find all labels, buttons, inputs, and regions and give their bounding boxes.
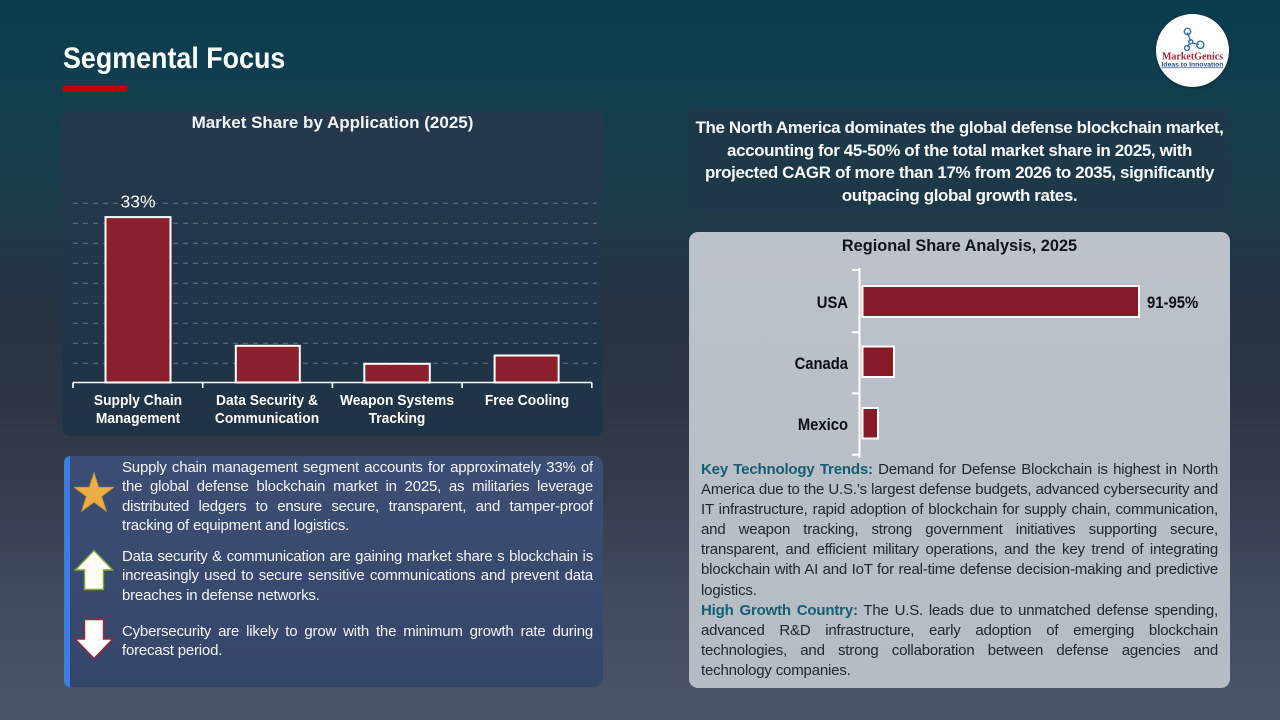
svg-text:MarketGenics: MarketGenics [1162, 52, 1223, 63]
svg-text:33%: 33% [120, 192, 155, 212]
svg-text:Ideas to Innovation: Ideas to Innovation [1162, 61, 1224, 68]
